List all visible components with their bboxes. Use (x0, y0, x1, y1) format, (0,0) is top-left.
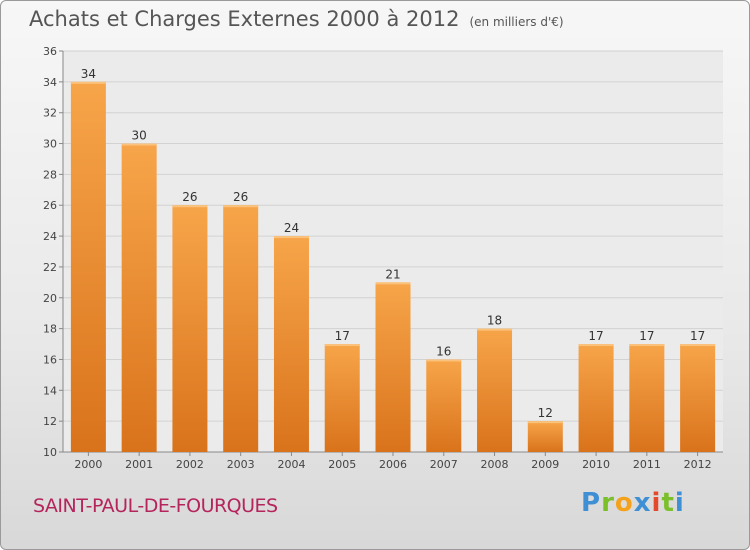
bar-chart: 10 12 14 16 18 20 22 24 26 28 30 32 34 36 34 2000 30 2001… (43, 45, 723, 471)
logo-letter: r (601, 488, 615, 518)
y-tick-label: 26 (43, 199, 57, 212)
logo-letter: t (661, 488, 675, 518)
bar-2009 (527, 421, 563, 452)
bar-2004 (273, 236, 309, 452)
x-tick-label: 2011 (633, 458, 661, 471)
x-tick-label: 2012 (684, 458, 712, 471)
bar-2005 (324, 344, 360, 452)
bar-2011 (629, 344, 665, 452)
proxiti-logo: Proxiti (581, 488, 685, 518)
y-tick-label: 30 (43, 138, 57, 151)
x-tick-label: 2010 (582, 458, 610, 471)
y-tick-label: 22 (43, 261, 57, 274)
data-label: 17 (588, 329, 603, 343)
data-label: 12 (538, 406, 553, 420)
x-tick-label: 2006 (379, 458, 407, 471)
logo-letter: x (633, 488, 652, 518)
y-tick-label: 14 (43, 384, 57, 397)
x-tick-label: 2007 (430, 458, 458, 471)
data-label: 30 (132, 129, 147, 143)
bar-top-edge (426, 359, 462, 362)
data-label: 16 (436, 344, 451, 358)
bars-layer (70, 81, 716, 453)
x-tick-label: 2009 (531, 458, 559, 471)
commune-name: SAINT-PAUL-DE-FOURQUES (33, 495, 278, 517)
data-label: 24 (284, 221, 299, 235)
bar-2012 (680, 344, 716, 452)
x-tick-label: 2005 (328, 458, 356, 471)
x-tick-label: 2003 (227, 458, 255, 471)
y-tick-label: 32 (43, 107, 57, 120)
bar-top-edge (70, 81, 106, 84)
bar-2007 (426, 359, 462, 452)
y-tick-label: 34 (43, 76, 57, 89)
data-label: 26 (182, 190, 197, 204)
x-tick-label: 2004 (277, 458, 305, 471)
data-label: 17 (639, 329, 654, 343)
bar-top-edge (629, 344, 665, 347)
y-tick-label: 18 (43, 323, 57, 336)
data-label: 17 (335, 329, 350, 343)
chart-title-text: Achats et Charges Externes 2000 à 2012 (29, 7, 460, 31)
bar-top-edge (527, 421, 563, 424)
bar-top-edge (324, 344, 360, 347)
x-tick-label: 2008 (481, 458, 509, 471)
data-label: 21 (385, 267, 400, 281)
y-tick-label: 28 (43, 168, 57, 181)
x-tick-label: 2001 (125, 458, 153, 471)
y-tick-label: 12 (43, 415, 57, 428)
chart-title: Achats et Charges Externes 2000 à 2012 (e… (29, 7, 564, 31)
bar-2006 (375, 282, 411, 452)
data-label: 26 (233, 190, 248, 204)
data-label: 18 (487, 314, 502, 328)
y-tick-label: 10 (43, 446, 57, 459)
y-tick-label: 16 (43, 353, 57, 366)
bar-top-edge (273, 236, 309, 239)
bar-2008 (477, 328, 513, 452)
bar-top-edge (121, 143, 157, 146)
bar-2010 (578, 344, 614, 452)
x-tick-label: 2002 (176, 458, 204, 471)
bar-2000 (70, 81, 106, 452)
bar-top-edge (172, 205, 208, 208)
logo-letter: i (651, 488, 662, 518)
y-tick-label: 36 (43, 45, 57, 58)
logo-letter: P (581, 488, 602, 518)
y-tick-label: 20 (43, 292, 57, 305)
chart-unit: (en milliers d'€) (469, 15, 564, 29)
bar-top-edge (375, 282, 411, 285)
logo-letter: i (674, 488, 685, 518)
data-label: 34 (81, 67, 96, 81)
data-label: 17 (690, 329, 705, 343)
bar-top-edge (477, 328, 513, 331)
x-tick-label: 2000 (74, 458, 102, 471)
labels-layer: 10 12 14 16 18 20 22 24 26 28 30 32 34 36 34 2000 30 2001… (43, 45, 712, 471)
bar-2003 (223, 205, 259, 452)
bar-2002 (172, 205, 208, 452)
y-tick-label: 24 (43, 230, 57, 243)
bar-top-edge (223, 205, 259, 208)
bar-top-edge (680, 344, 716, 347)
bar-2001 (121, 143, 157, 453)
bar-top-edge (578, 344, 614, 347)
logo-letter: o (614, 488, 634, 518)
